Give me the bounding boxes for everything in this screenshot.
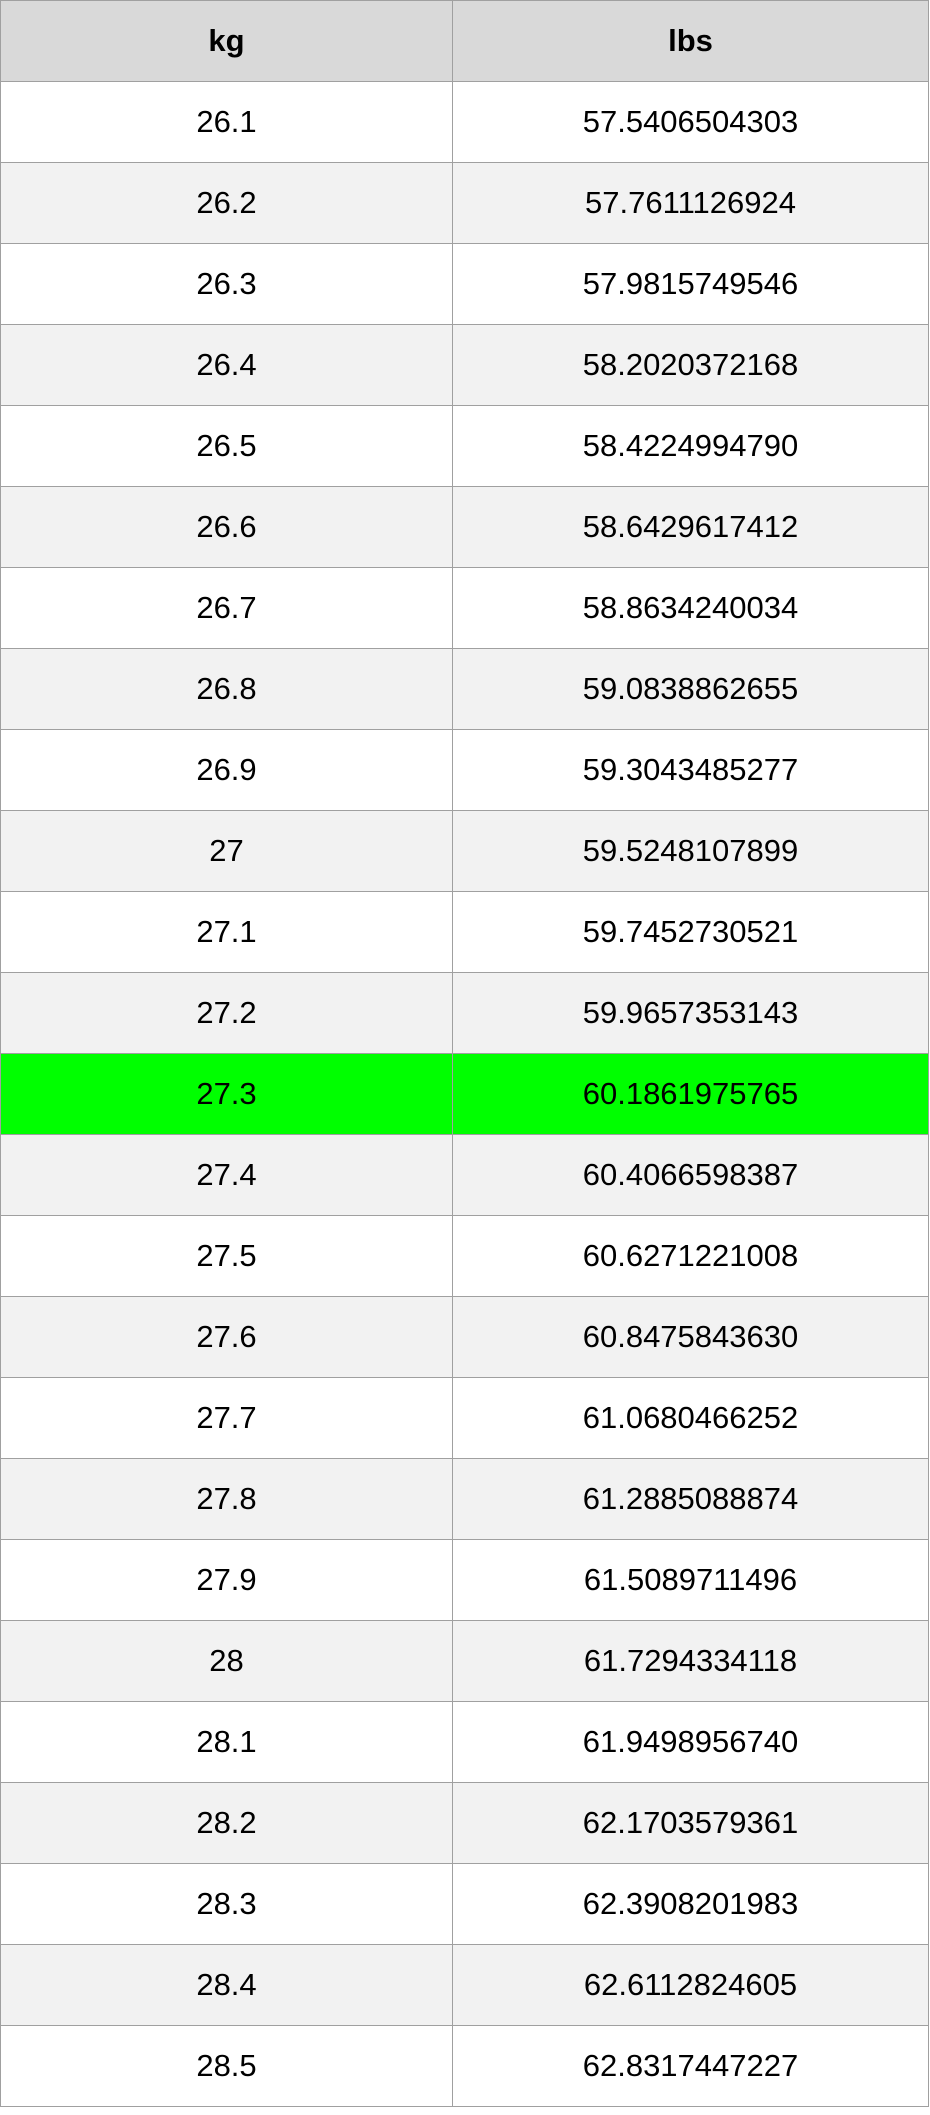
table-row: 27.9 61.5089711496 xyxy=(0,1539,929,1621)
kg-cell: 28.5 xyxy=(0,2025,453,2107)
kg-cell: 27.4 xyxy=(0,1134,453,1216)
table-row: 28.1 61.9498956740 xyxy=(0,1701,929,1783)
table-row: 27.4 60.4066598387 xyxy=(0,1134,929,1216)
kg-cell: 26.9 xyxy=(0,729,453,811)
lbs-cell: 62.1703579361 xyxy=(452,1782,929,1864)
table-row: 27.2 59.9657353143 xyxy=(0,972,929,1054)
lbs-cell: 60.6271221008 xyxy=(452,1215,929,1297)
header-cell: kg xyxy=(0,0,453,82)
kg-cell: 28.4 xyxy=(0,1944,453,2026)
kg-cell: 27.7 xyxy=(0,1377,453,1459)
table-row: 26.3 57.9815749546 xyxy=(0,243,929,325)
table-row: 28.2 62.1703579361 xyxy=(0,1782,929,1864)
kg-cell: 26.5 xyxy=(0,405,453,487)
lbs-cell: 61.5089711496 xyxy=(452,1539,929,1621)
kg-cell: 27.3 xyxy=(0,1053,453,1135)
lbs-cell: 58.2020372168 xyxy=(452,324,929,406)
kg-cell: 26.4 xyxy=(0,324,453,406)
kg-cell: 28.2 xyxy=(0,1782,453,1864)
lbs-cell: 57.5406504303 xyxy=(452,81,929,163)
lbs-cell: 60.1861975765 xyxy=(452,1053,929,1135)
table-row: 26.9 59.3043485277 xyxy=(0,729,929,811)
kg-cell: 27.2 xyxy=(0,972,453,1054)
lbs-cell: 59.9657353143 xyxy=(452,972,929,1054)
table-row: 26.5 58.4224994790 xyxy=(0,405,929,487)
table-body: 26.1 57.5406504303 26.2 57.7611126924 26.3 57… xyxy=(0,81,929,2107)
table-row: 26.8 59.0838862655 xyxy=(0,648,929,730)
kg-cell: 27.8 xyxy=(0,1458,453,1540)
table-row: 27 59.5248107899 xyxy=(0,810,929,892)
kg-cell: 27 xyxy=(0,810,453,892)
kg-cell: 26.3 xyxy=(0,243,453,325)
lbs-cell: 59.0838862655 xyxy=(452,648,929,730)
kg-cell: 26.7 xyxy=(0,567,453,649)
lbs-cell: 61.7294334118 xyxy=(452,1620,929,1702)
kg-cell: 26.2 xyxy=(0,162,453,244)
lbs-cell: 62.8317447227 xyxy=(452,2025,929,2107)
lbs-cell: 62.3908201983 xyxy=(452,1863,929,1945)
lbs-cell: 61.9498956740 xyxy=(452,1701,929,1783)
lbs-cell: 59.5248107899 xyxy=(452,810,929,892)
kg-cell: 27.9 xyxy=(0,1539,453,1621)
lbs-cell: 61.0680466252 xyxy=(452,1377,929,1459)
table-row: 27.5 60.6271221008 xyxy=(0,1215,929,1297)
table-row: 28.3 62.3908201983 xyxy=(0,1863,929,1945)
table-row: 27.8 61.2885088874 xyxy=(0,1458,929,1540)
lbs-cell: 62.6112824605 xyxy=(452,1944,929,2026)
lbs-cell: 61.2885088874 xyxy=(452,1458,929,1540)
header-row: kg lbs xyxy=(0,0,929,82)
lbs-cell: 60.4066598387 xyxy=(452,1134,929,1216)
table-row: 28.4 62.6112824605 xyxy=(0,1944,929,2026)
table-row: 27.3 60.1861975765 xyxy=(0,1053,929,1135)
lbs-cell: 57.9815749546 xyxy=(452,243,929,325)
table-row: 26.4 58.2020372168 xyxy=(0,324,929,406)
table-row: 26.1 57.5406504303 xyxy=(0,81,929,163)
lbs-cell: 60.8475843630 xyxy=(452,1296,929,1378)
table-row: 28.5 62.8317447227 xyxy=(0,2025,929,2107)
table-header: kg lbs xyxy=(0,0,929,82)
kg-cell: 28.3 xyxy=(0,1863,453,1945)
lbs-cell: 59.3043485277 xyxy=(452,729,929,811)
kg-cell: 28.1 xyxy=(0,1701,453,1783)
lbs-cell: 58.6429617412 xyxy=(452,486,929,568)
table-row: 26.7 58.8634240034 xyxy=(0,567,929,649)
table-row: 26.6 58.6429617412 xyxy=(0,486,929,568)
lbs-cell: 57.7611126924 xyxy=(452,162,929,244)
lbs-cell: 58.4224994790 xyxy=(452,405,929,487)
lbs-cell: 59.7452730521 xyxy=(452,891,929,973)
kg-cell: 27.5 xyxy=(0,1215,453,1297)
table-row: 27.1 59.7452730521 xyxy=(0,891,929,973)
lbs-cell: 58.8634240034 xyxy=(452,567,929,649)
kg-cell: 28 xyxy=(0,1620,453,1702)
table-row: 26.2 57.7611126924 xyxy=(0,162,929,244)
kg-cell: 27.1 xyxy=(0,891,453,973)
kg-cell: 26.8 xyxy=(0,648,453,730)
table-row: 27.6 60.8475843630 xyxy=(0,1296,929,1378)
kg-cell: 26.6 xyxy=(0,486,453,568)
table-row: 27.7 61.0680466252 xyxy=(0,1377,929,1459)
header-cell: lbs xyxy=(452,0,929,82)
kg-cell: 27.6 xyxy=(0,1296,453,1378)
kg-cell: 26.1 xyxy=(0,81,453,163)
table-row: 28 61.7294334118 xyxy=(0,1620,929,1702)
